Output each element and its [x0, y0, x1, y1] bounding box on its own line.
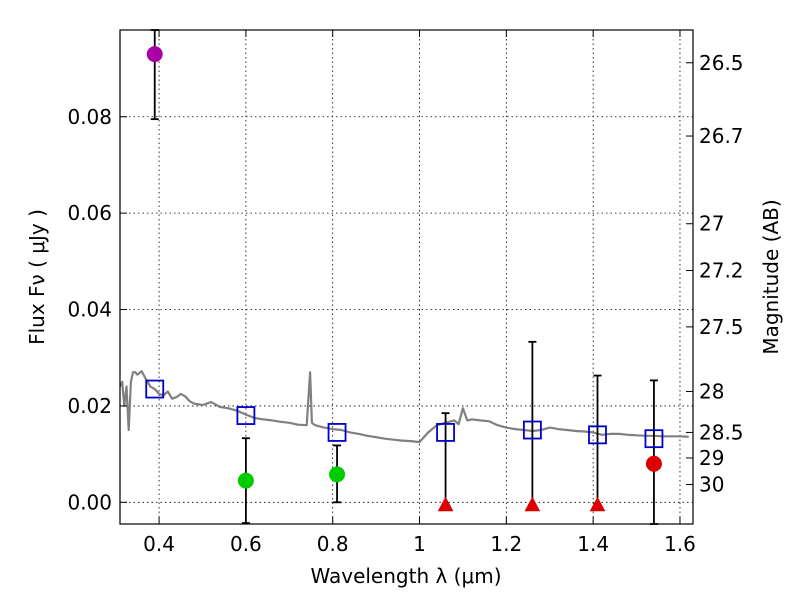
x-axis-title: Wavelength λ (μm)	[310, 564, 501, 588]
observed-points	[146, 46, 662, 512]
right-tick-label: 26.5	[699, 51, 744, 75]
x-tick-label: 1	[413, 532, 426, 556]
right-tick-label: 27	[699, 212, 724, 236]
right-tick-label: 27.5	[699, 315, 744, 339]
x-tick-label: 1.4	[577, 532, 609, 556]
model-spectrum-line	[119, 370, 689, 444]
right-tick-label: 28.5	[699, 420, 744, 444]
model-flux-square	[588, 425, 607, 445]
y-tick-label: 0.04	[67, 298, 112, 322]
tick-labels: 0.4 0.6 0.8 1 1.2 1.4 1.6 0.00 0.02 0.04 0.06 0.08 2…	[67, 51, 743, 556]
y-tick-label: 0.06	[67, 201, 112, 225]
right-tick-label: 29	[699, 446, 724, 470]
right-tick-label: 26.7	[699, 124, 744, 148]
model-flux-square	[436, 423, 455, 442]
model-flux-square	[327, 423, 347, 442]
axis-ticks	[120, 30, 693, 524]
model-flux-square	[145, 379, 165, 399]
x-tick-label: 0.8	[317, 532, 349, 556]
grid	[120, 30, 693, 524]
plot-frame	[119, 29, 694, 525]
observed-flux-point	[237, 472, 254, 489]
upper-limit-triangle	[589, 496, 606, 512]
y-axis-title: Flux Fν ( μJy )	[25, 209, 49, 345]
x-tick-label: 0.6	[230, 532, 262, 556]
error-bars	[150, 29, 658, 525]
observed-flux-point	[329, 466, 346, 483]
model-photometry-points	[145, 379, 664, 449]
x-tick-label: 1.2	[490, 532, 522, 556]
x-tick-label: 1.6	[664, 532, 696, 556]
right-tick-label: 28	[699, 379, 724, 403]
upper-limit-triangle	[524, 496, 541, 512]
right-tick-label: 30	[699, 472, 724, 496]
observed-flux-point	[146, 46, 163, 63]
model-flux-square	[522, 420, 542, 440]
model-flux-square	[236, 406, 256, 425]
x-tick-label: 0.4	[143, 532, 175, 556]
y-tick-label: 0.02	[67, 394, 112, 418]
upper-limit-triangle	[437, 496, 454, 512]
y-tick-label: 0.00	[67, 490, 112, 514]
model-flux-square	[644, 429, 664, 449]
model-spectrum-layer	[119, 370, 689, 444]
y-tick-label: 0.08	[67, 105, 112, 129]
right-axis-title: Magnitude (AB)	[759, 199, 783, 354]
observed-flux-point	[645, 455, 662, 472]
right-tick-label: 27.2	[699, 258, 744, 282]
